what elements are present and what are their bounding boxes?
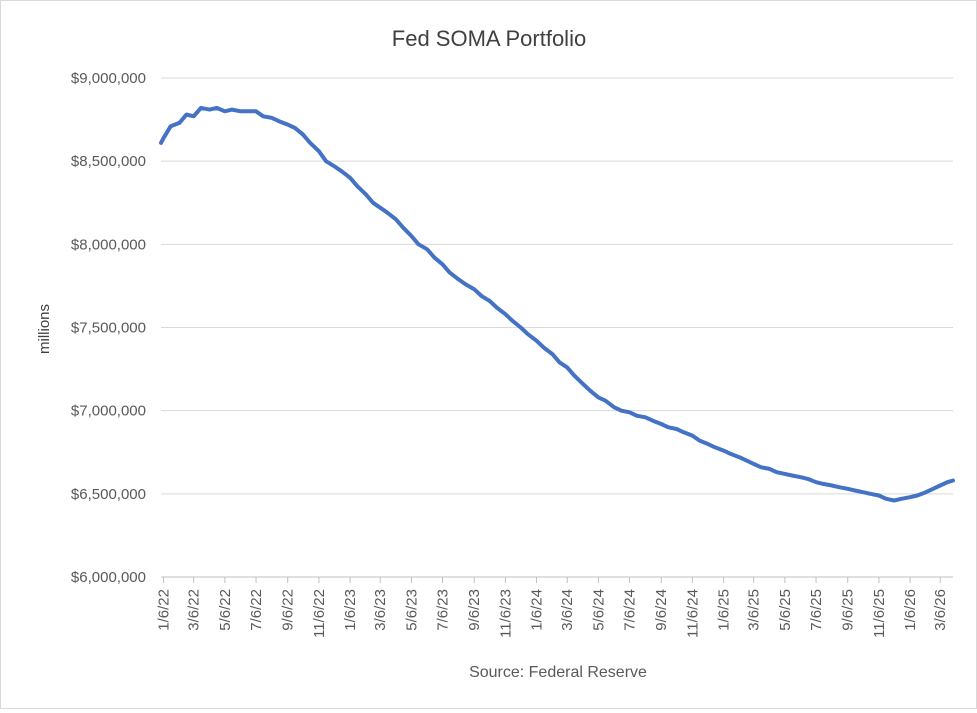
x-tick-label: 1/6/25	[716, 589, 733, 631]
x-tick-label: 3/6/24	[559, 589, 576, 631]
y-tick-label: $7,000,000	[71, 403, 146, 420]
x-tick-label: 3/6/26	[932, 589, 949, 631]
x-tick-label: 5/6/23	[403, 589, 420, 631]
y-tick-label: $8,000,000	[71, 236, 146, 253]
x-tick-label: 5/6/25	[777, 589, 794, 631]
x-tick-label: 3/6/22	[186, 589, 203, 631]
x-tick-label: 3/6/23	[372, 589, 389, 631]
x-tick-label: 9/6/24	[653, 589, 670, 631]
x-tick-label: 3/6/25	[746, 589, 763, 631]
x-tick-label: 9/6/25	[840, 589, 857, 631]
x-tick-label: 1/6/24	[529, 589, 546, 631]
y-axis-label: millions	[36, 304, 53, 354]
y-tick-label: $9,000,000	[71, 70, 146, 87]
x-tick-label: 7/6/22	[248, 589, 265, 631]
x-tick-label: 1/6/22	[156, 589, 173, 631]
x-tick-label: 11/6/22	[311, 589, 328, 638]
x-tick-label: 5/6/22	[217, 589, 234, 631]
x-axis-label: Source: Federal Reserve	[469, 664, 647, 681]
y-tick-label: $6,500,000	[71, 486, 146, 503]
x-tick-label: 1/6/23	[342, 589, 359, 631]
x-tick-label: 1/6/26	[902, 589, 919, 631]
series-line	[159, 105, 955, 503]
y-axis-ticks: $6,000,000 $6,500,000 $7,000,000 $7,500,000…	[71, 70, 146, 586]
x-tick-label: 9/6/23	[466, 589, 483, 631]
x-tick-label: 11/6/24	[684, 589, 701, 638]
x-tick-label: 11/6/23	[497, 589, 514, 638]
x-tick-label: 9/6/22	[280, 589, 297, 631]
x-tick-label: 7/6/23	[435, 589, 452, 631]
y-tick-label: $7,500,000	[71, 320, 146, 337]
y-tick-label: $8,500,000	[71, 153, 146, 170]
chart-title: Fed SOMA Portfolio	[392, 26, 586, 51]
x-tick-label: 11/6/25	[871, 589, 888, 638]
x-tick-label: 7/6/24	[622, 589, 639, 631]
x-tick-label: 5/6/24	[590, 589, 607, 631]
x-tick-label: 7/6/25	[808, 589, 825, 631]
y-tick-label: $6,000,000	[71, 569, 146, 586]
gridlines	[161, 77, 953, 495]
x-axis-ticks: 1/6/22 3/6/22 5/6/22 7/6/22 9/6/22 11/6/22 1/6…	[156, 577, 949, 638]
